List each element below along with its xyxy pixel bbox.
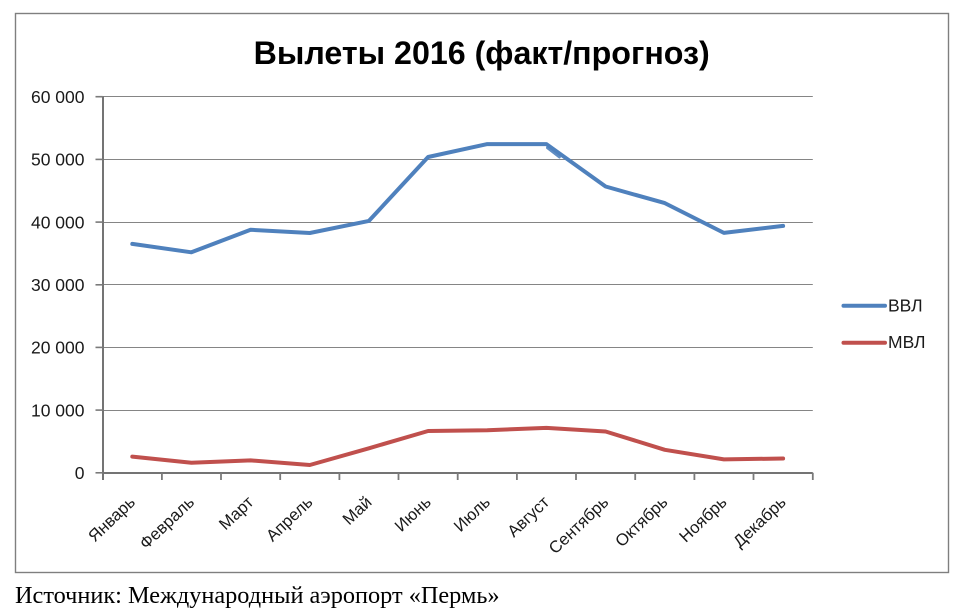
- svg-text:50 000: 50 000: [31, 150, 85, 170]
- svg-text:МВЛ: МВЛ: [888, 332, 926, 352]
- svg-text:10 000: 10 000: [31, 400, 85, 420]
- svg-text:20 000: 20 000: [31, 338, 85, 358]
- svg-text:Вылеты 2016 (факт/прогноз): Вылеты 2016 (факт/прогноз): [254, 35, 710, 71]
- svg-text:30 000: 30 000: [31, 275, 85, 295]
- svg-text:0: 0: [75, 463, 85, 483]
- svg-text:ВВЛ: ВВЛ: [888, 295, 923, 315]
- svg-text:60 000: 60 000: [31, 87, 85, 107]
- svg-text:40 000: 40 000: [31, 212, 85, 232]
- svg-text:Источник: Международный аэропо: Источник: Международный аэропорт «Пермь»: [15, 582, 500, 609]
